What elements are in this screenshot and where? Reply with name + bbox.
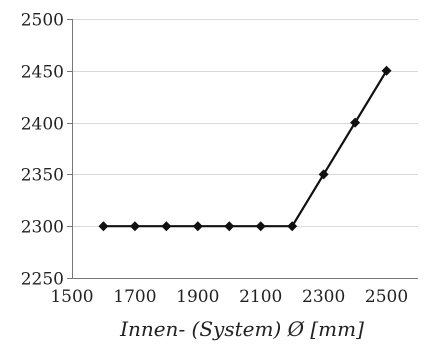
x-tick-label-1900: 1900	[176, 287, 219, 307]
x-tick-label-1500: 1500	[50, 287, 93, 307]
x-tick-label-2100: 2100	[239, 287, 282, 307]
data-point-1900	[192, 221, 203, 232]
data-point-1700	[129, 221, 140, 232]
data-series	[103, 70, 388, 228]
y-tick-label-2500: 2500	[21, 11, 64, 31]
y-tick-label-2350: 2350	[21, 166, 64, 186]
tick-labels: 2250 2300 2350 2400 2450 2500 1500 1700 1900 2100…	[21, 11, 408, 308]
x-tick-label-1700: 1700	[113, 287, 156, 307]
y-tick-label-2250: 2250	[21, 270, 64, 290]
series-line-0	[103, 70, 388, 228]
data-point-2300	[318, 169, 329, 180]
data-point-2200	[287, 221, 298, 232]
data-point-2400	[350, 117, 361, 128]
y-tick-label-2300: 2300	[21, 218, 64, 238]
data-point-1600	[98, 221, 109, 232]
y-tick-label-2450: 2450	[21, 63, 64, 83]
data-point-2100	[255, 221, 266, 232]
data-markers	[98, 65, 392, 232]
axes	[67, 19, 418, 279]
data-point-2500	[381, 65, 392, 76]
gridlines	[72, 19, 418, 279]
data-point-2000	[224, 221, 235, 232]
x-axis-title: Innen- (System) Ø [mm]	[119, 317, 364, 341]
data-point-1800	[161, 221, 172, 232]
x-tick-label-2500: 2500	[365, 287, 408, 307]
y-tick-label-2400: 2400	[21, 115, 64, 135]
x-tick-label-2300: 2300	[302, 287, 345, 307]
